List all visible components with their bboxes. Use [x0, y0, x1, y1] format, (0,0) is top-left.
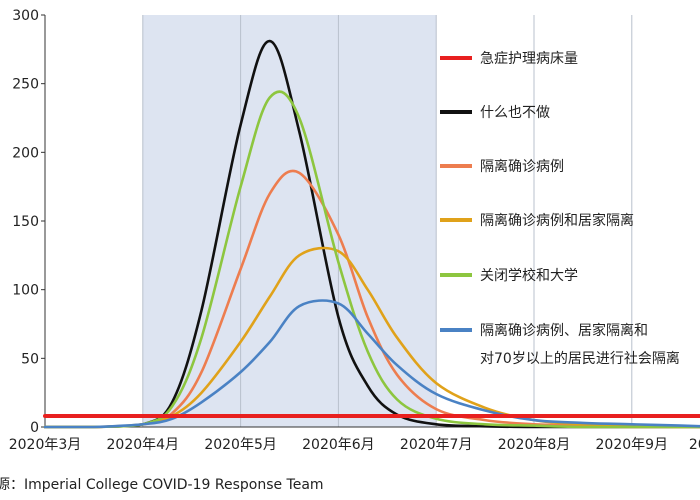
legend-label: 隔离确诊病例 — [480, 158, 564, 175]
x-tick-label: 2020年4月 — [107, 437, 180, 453]
y-tick-label: 50 — [21, 351, 39, 367]
x-tick-label: 2020年8月 — [498, 437, 571, 453]
legend: 急症护理病床量什么也不做隔离确诊病例隔离确诊病例和居家隔离关闭学校和大学隔离确诊… — [440, 51, 680, 367]
y-tick-label: 250 — [12, 77, 39, 93]
legend-label: 什么也不做 — [480, 105, 550, 121]
axes: 0 50 100 150 200 250 300 2020年3月 2020年4月 2020年5月 2… — [9, 8, 700, 453]
y-tick-label: 200 — [12, 145, 39, 161]
x-tick-label: 2020年10月 — [689, 437, 700, 453]
x-tick-label: 2020年9月 — [596, 437, 669, 453]
series-line-4 — [43, 90, 700, 429]
y-tick-label: 100 — [12, 283, 39, 299]
x-tick-label: 2020年7月 — [400, 437, 473, 453]
legend-label: 对70岁以上的居民进行社会隔离 — [480, 350, 680, 367]
x-tick-label: 2020年5月 — [204, 437, 277, 453]
legend-label: 隔离确诊病例、居家隔离和 — [480, 322, 648, 339]
gridlines — [142, 15, 633, 427]
y-tick-label: 300 — [12, 8, 39, 24]
legend-label: 关闭学校和大学 — [480, 267, 578, 284]
legend-label: 隔离确诊病例和居家隔离 — [480, 212, 634, 229]
series-line-5 — [43, 299, 700, 429]
source-note: 来源：Imperial College COVID-19 Response Te… — [0, 477, 324, 493]
legend-label: 急症护理病床量 — [480, 51, 578, 67]
x-tick-label: 2020年6月 — [302, 437, 375, 453]
series-group — [43, 39, 700, 429]
y-tick-label: 0 — [30, 420, 39, 436]
y-tick-label: 150 — [12, 214, 39, 230]
x-tick-label: 2020年3月 — [9, 437, 82, 453]
